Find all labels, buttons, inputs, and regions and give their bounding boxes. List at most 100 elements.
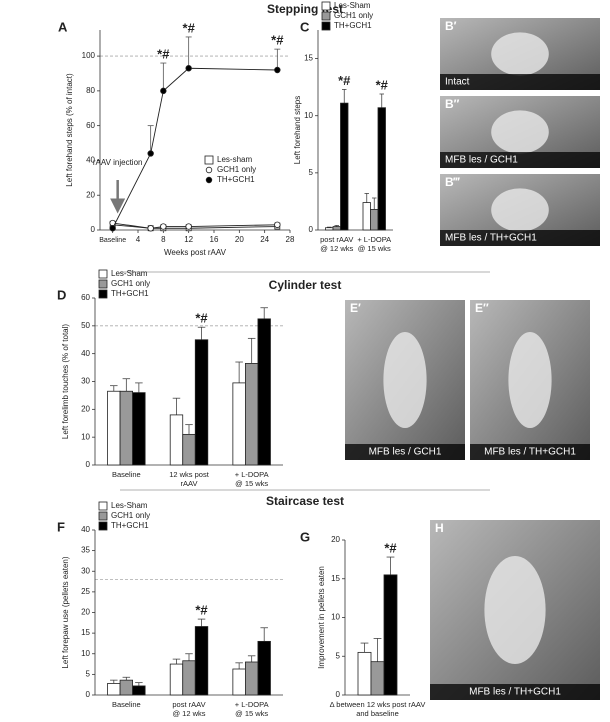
significance: *#	[183, 20, 196, 35]
y-tick-label: 15	[331, 574, 340, 583]
bar	[340, 102, 349, 231]
legend-label: GCH1 only	[111, 511, 150, 520]
y-tick-label: 60	[81, 293, 90, 302]
photo-subject	[491, 188, 549, 232]
bar	[244, 363, 259, 466]
bar	[332, 226, 341, 231]
caption-band	[440, 74, 600, 90]
bar	[169, 414, 184, 466]
y-tick-label: 5	[336, 651, 341, 660]
legend-swatch	[98, 289, 108, 299]
x-tick-label: post rAAV @ 12 wks	[320, 235, 354, 253]
significance: *#	[376, 77, 389, 92]
x-tick-label: + L-DOPA @ 15 wks	[357, 235, 392, 253]
x-tick-label: 28	[286, 235, 295, 244]
y-tick-label: 10	[331, 613, 340, 622]
x-tick-label: + L-DOPA @ 15 wks	[234, 700, 269, 718]
photo-label: E″	[475, 301, 489, 315]
bar	[107, 683, 121, 696]
photo-caption: MFB les / GCH1	[445, 155, 518, 166]
legend-swatch	[98, 501, 108, 511]
point	[147, 150, 154, 157]
y-tick-label: 10	[81, 649, 90, 658]
legend-label: Les-Sham	[111, 501, 148, 510]
caption-band	[470, 444, 590, 460]
y-tick-label: 100	[82, 51, 96, 60]
significance: *#	[195, 311, 208, 326]
point	[160, 223, 167, 230]
x-tick-label: 4	[136, 235, 141, 244]
y-tick-label: 0	[86, 690, 91, 699]
significance: *#	[338, 73, 351, 88]
photo-subject	[491, 32, 549, 76]
y-tick-label: 40	[86, 156, 95, 165]
bar	[232, 382, 246, 466]
callout: rAAV injection	[92, 158, 143, 167]
legend-label: TH+GCH1	[217, 175, 255, 184]
y-tick-label: 15	[304, 54, 313, 63]
legend-label: Les-sham	[217, 155, 252, 164]
y-tick-label: 50	[81, 321, 90, 330]
panel-label: C	[300, 19, 310, 34]
legend-swatch	[98, 511, 108, 521]
x-tick-label: 12	[184, 235, 193, 244]
point	[274, 66, 281, 74]
series-line	[112, 67, 278, 229]
photo-caption: MFB les / TH+GCH1	[469, 687, 561, 698]
legend-label: TH+GCH1	[111, 289, 149, 298]
bar	[194, 626, 209, 696]
legend-swatch	[205, 176, 213, 184]
y-tick-label: 0	[91, 225, 96, 234]
legend-label: GCH1 only	[334, 11, 373, 20]
bar	[194, 339, 209, 466]
legend-swatch	[98, 521, 108, 531]
x-tick-label: 16	[210, 235, 219, 244]
y-tick-label: 30	[81, 377, 90, 386]
bar	[232, 668, 246, 696]
legend-label: GCH1 only	[217, 165, 256, 174]
y-tick-label: 20	[86, 190, 95, 199]
legend-label: TH+GCH1	[111, 521, 149, 530]
legend-label: Les-Sham	[111, 269, 148, 278]
photo-subject	[383, 332, 427, 428]
bar	[132, 392, 146, 466]
point	[274, 221, 281, 228]
legend-swatch	[321, 11, 331, 21]
caption-band	[440, 230, 600, 246]
legend-label: GCH1 only	[111, 279, 150, 288]
bar	[119, 679, 133, 696]
y-axis-title: Left forehand steps (% of intact)	[65, 73, 74, 187]
photo-label: B″	[445, 97, 460, 111]
bar	[370, 661, 385, 696]
panel-label: A	[58, 19, 68, 34]
y-tick-label: 5	[86, 669, 91, 678]
bar	[377, 107, 386, 231]
y-tick-label: 0	[86, 460, 91, 469]
y-tick-label: 20	[331, 535, 340, 544]
y-tick-label: 60	[86, 121, 95, 130]
photo-caption: Intact	[445, 77, 470, 88]
y-tick-label: 15	[81, 628, 90, 637]
y-tick-label: 30	[81, 566, 90, 575]
legend-swatch	[98, 269, 108, 279]
bar	[370, 209, 379, 231]
bar	[383, 574, 398, 696]
bar	[169, 663, 184, 696]
point	[109, 225, 116, 232]
y-tick-label: 10	[304, 111, 313, 120]
y-tick-label: 20	[81, 608, 90, 617]
point	[185, 65, 192, 72]
x-tick-label: post rAAV @ 12 wks	[172, 700, 206, 718]
y-axis-title: Left forepaw use (pellets eaten)	[61, 556, 70, 668]
photo-subject	[491, 110, 549, 154]
y-axis-title: Left forelimb touches (% of total)	[61, 324, 70, 440]
caption-band	[440, 152, 600, 168]
y-tick-label: 0	[309, 225, 314, 234]
y-axis-title: Left forehand steps	[293, 96, 302, 165]
x-axis-title: Weeks post rAAV	[164, 248, 227, 257]
panel-label: G	[300, 529, 310, 544]
photo-label: B‴	[445, 175, 461, 189]
bar	[362, 202, 371, 231]
